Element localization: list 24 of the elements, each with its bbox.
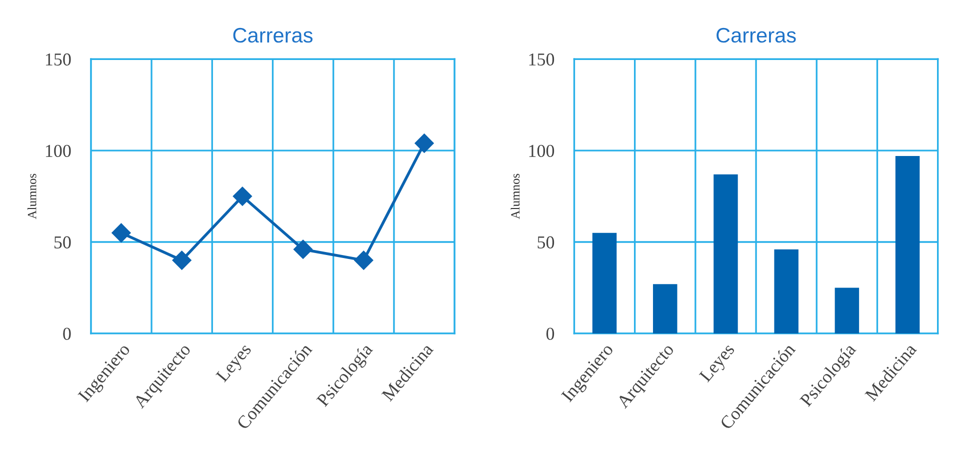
bar bbox=[834, 288, 860, 334]
y-axis-title: Alumnos bbox=[510, 174, 520, 220]
y-tick-label: 0 bbox=[546, 328, 554, 340]
y-tick-label: 50 bbox=[538, 236, 554, 248]
point bbox=[112, 223, 131, 242]
point bbox=[294, 240, 313, 259]
point bbox=[232, 186, 252, 206]
point bbox=[354, 250, 374, 270]
point bbox=[414, 134, 434, 153]
y-tick-label: 150 bbox=[529, 53, 554, 66]
chart-title: Carreras bbox=[233, 28, 313, 43]
bar bbox=[592, 232, 617, 334]
bar bbox=[652, 284, 678, 334]
y-tick-label: 50 bbox=[54, 236, 71, 248]
point bbox=[172, 250, 192, 270]
y-tick-label: 100 bbox=[46, 144, 71, 158]
bar bbox=[895, 156, 920, 334]
chart-title: Carreras bbox=[716, 28, 796, 43]
y-tick-label: 150 bbox=[46, 53, 71, 66]
bar bbox=[714, 174, 738, 334]
bar bbox=[774, 249, 798, 334]
y-tick-label: 100 bbox=[529, 144, 554, 158]
y-axis-title: Alumnos bbox=[27, 174, 36, 220]
y-tick-label: 0 bbox=[63, 328, 71, 340]
